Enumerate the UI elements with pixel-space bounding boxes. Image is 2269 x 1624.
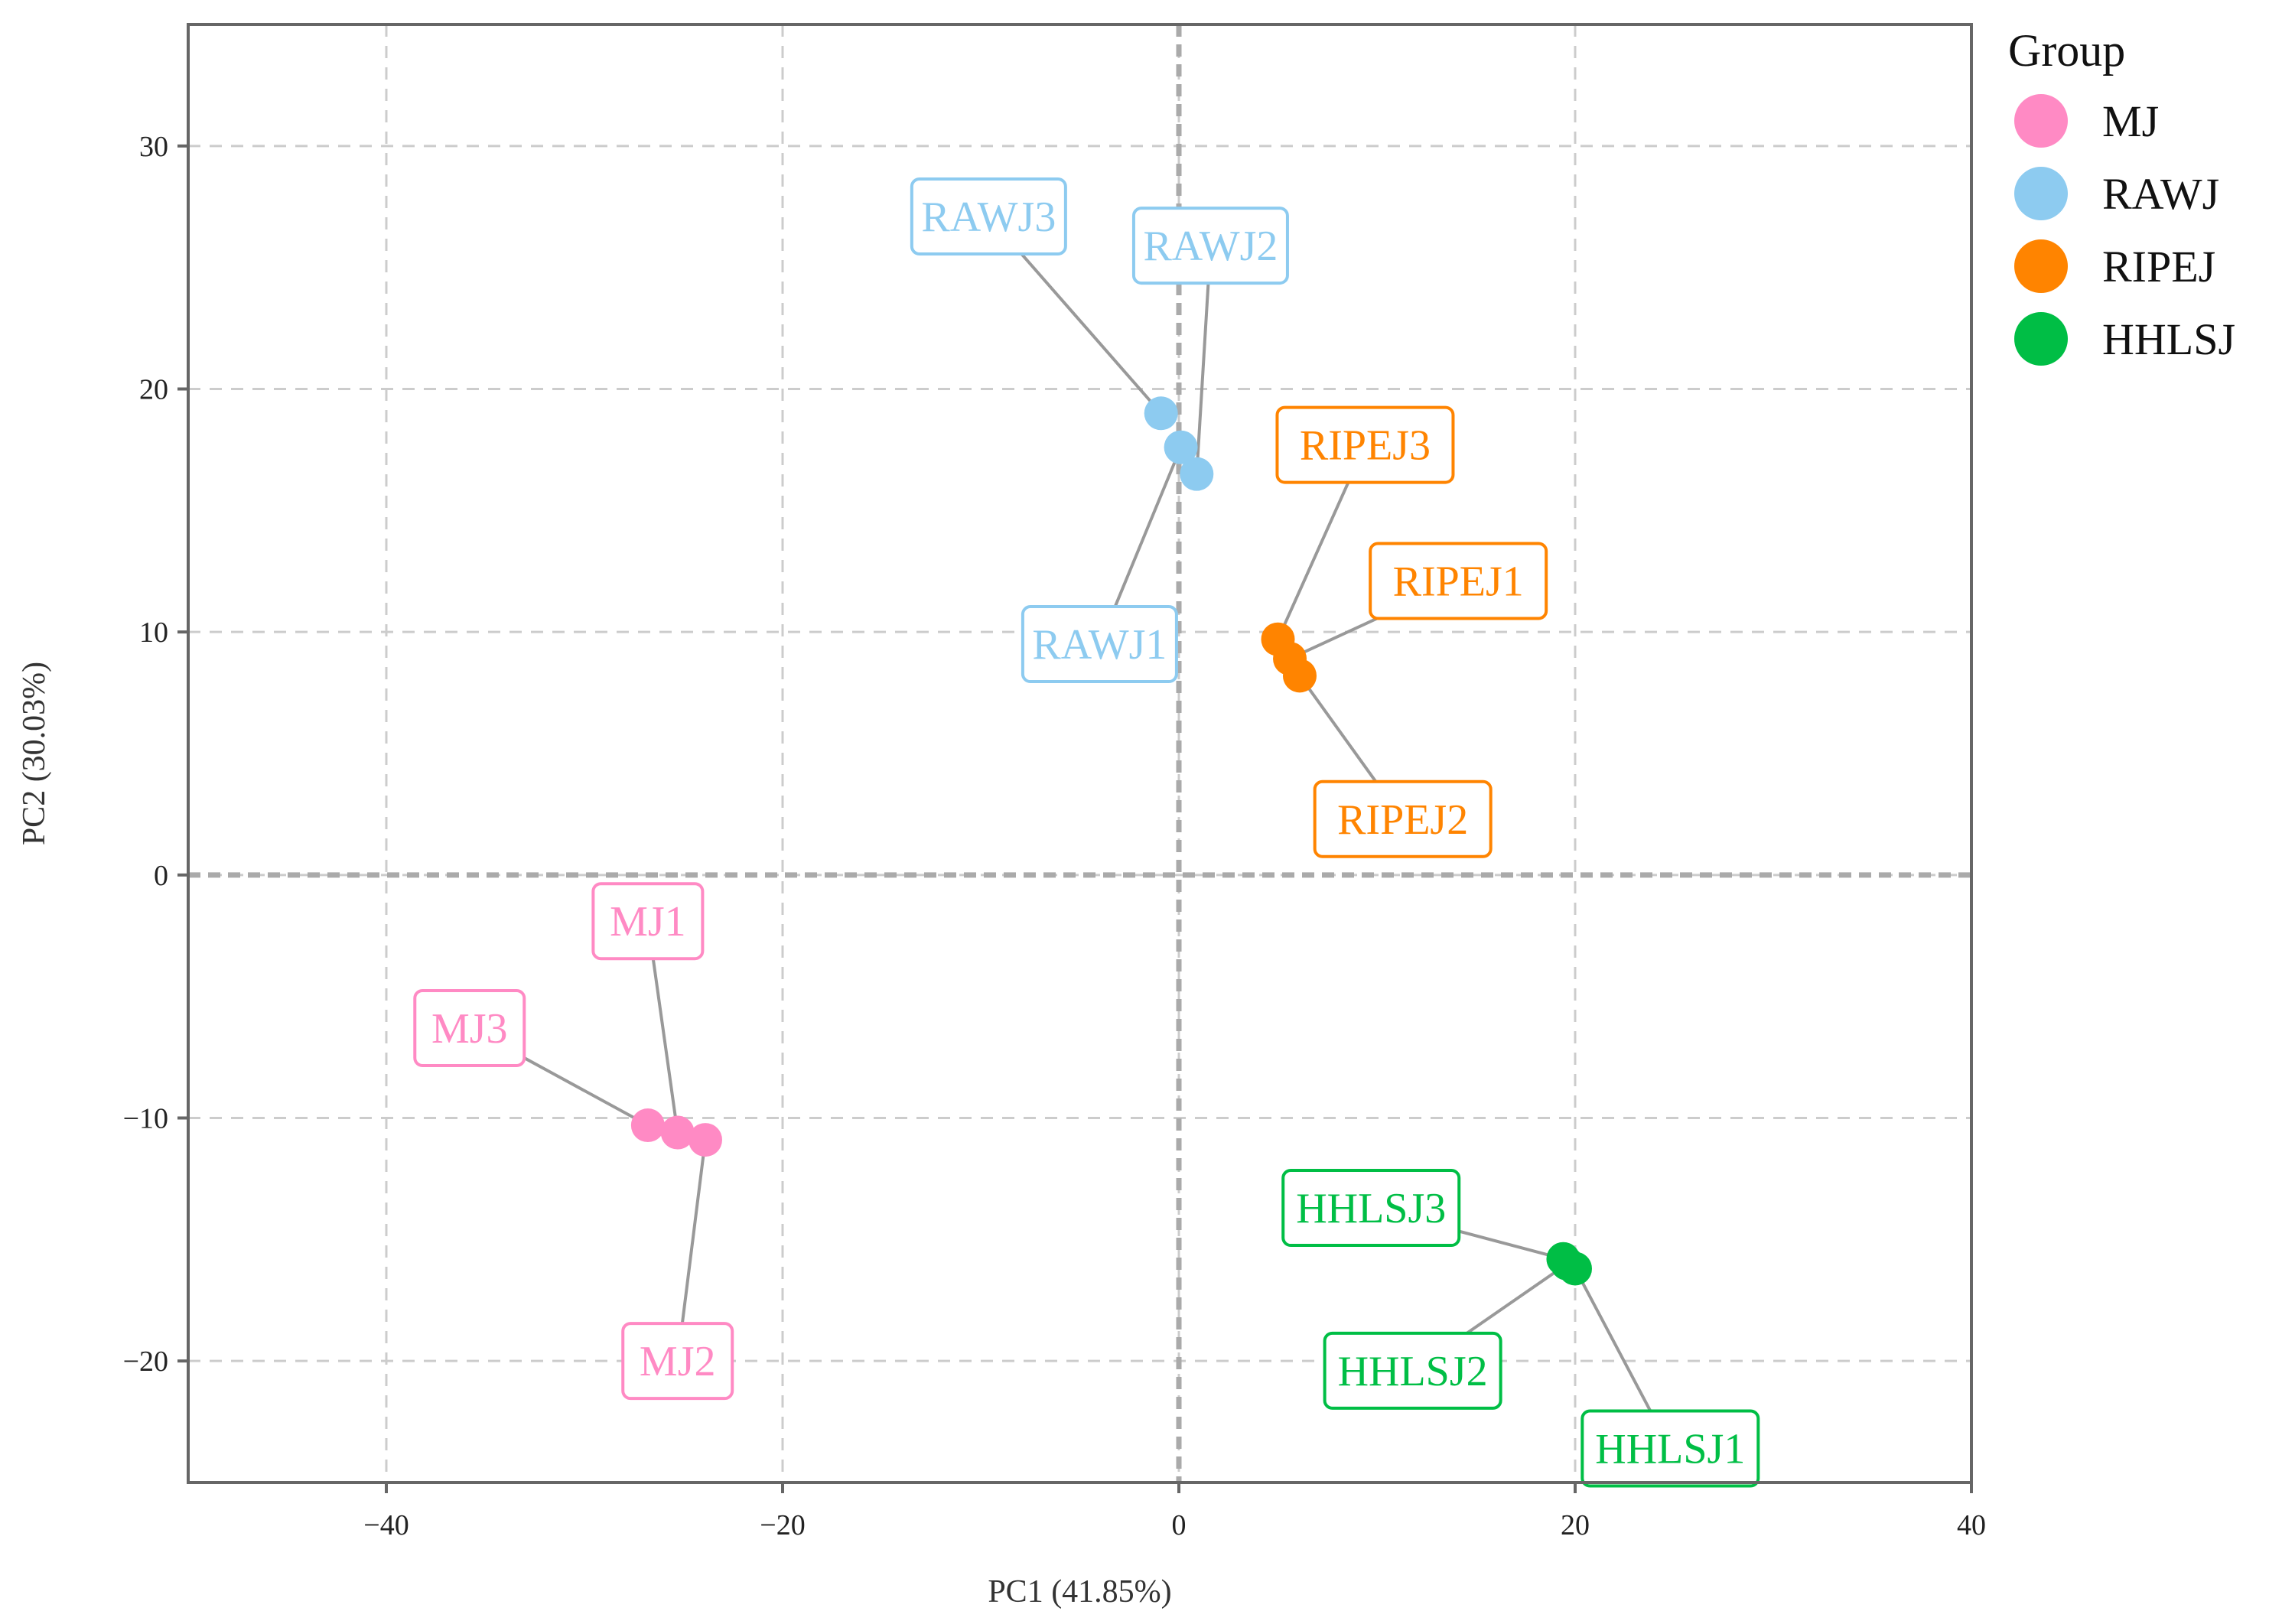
label-box <box>910 177 1067 255</box>
label-text: HHLSJ2 <box>1338 1348 1488 1395</box>
data-points <box>630 396 1592 1286</box>
axis-ticks: −40 −20 0 20 40 −20 −10 0 10 20 30 <box>123 131 1986 1541</box>
label-box <box>1021 605 1178 684</box>
legend-swatch-rawj <box>2014 167 2068 220</box>
legend-swatch-mj <box>2014 94 2068 148</box>
label-text: RAWJ1 <box>1032 621 1167 669</box>
y-tick-label: 30 <box>139 131 168 163</box>
label-text: RAWJ2 <box>1143 223 1278 270</box>
legend-label-ripej: RIPEJ <box>2102 242 2215 291</box>
point-mj1 <box>660 1115 695 1150</box>
legend-swatch-hhlsj <box>2014 312 2068 366</box>
point-labels: MJ1 MJ2 MJ3 RAWJ1 RAWJ2 RAWJ3 RIPEJ1 RIPEJ2 RIPE… <box>413 177 1760 1488</box>
x-tick-label: 40 <box>1957 1509 1986 1541</box>
label-ripej1: RIPEJ1 <box>1369 542 1548 620</box>
connector-mj3 <box>523 1056 649 1127</box>
legend: Group MJ RAWJ RIPEJ HHLSJ <box>2008 25 2235 366</box>
legend-label-hhlsj: HHLSJ <box>2102 314 2235 364</box>
label-box <box>591 882 705 961</box>
label-mj3: MJ3 <box>413 988 526 1067</box>
point-mj3 <box>630 1108 665 1143</box>
connector-ripej3 <box>1276 481 1350 640</box>
label-hhlsj3: HHLSJ3 <box>1281 1169 1461 1248</box>
label-box <box>1281 1169 1461 1248</box>
x-axis-title: PC1 (41.85%) <box>988 1574 1171 1609</box>
label-mj1: MJ1 <box>591 882 705 961</box>
legend-swatch-ripej <box>2014 239 2068 293</box>
label-box <box>1580 1409 1760 1488</box>
y-tick-label: −10 <box>123 1103 168 1135</box>
legend-title: Group <box>2008 25 2125 76</box>
label-text: RIPEJ1 <box>1393 558 1524 605</box>
label-text: RAWJ3 <box>921 194 1056 241</box>
point-rawj2 <box>1180 457 1214 491</box>
label-rawj2: RAWJ2 <box>1131 207 1289 285</box>
y-tick-label: 10 <box>139 617 168 649</box>
x-tick-label: −40 <box>363 1509 409 1541</box>
y-tick-label: 20 <box>139 374 168 406</box>
label-text: HHLSJ1 <box>1595 1426 1745 1473</box>
y-tick-label: 0 <box>154 860 168 892</box>
y-tick-label: −20 <box>123 1346 168 1378</box>
point-ripej2 <box>1282 659 1317 693</box>
label-box <box>413 988 526 1067</box>
label-mj2: MJ2 <box>621 1322 734 1401</box>
label-box <box>1313 779 1493 858</box>
x-tick-label: 0 <box>1172 1509 1187 1541</box>
connector-ripej2 <box>1298 675 1378 783</box>
legend-label-rawj: RAWJ <box>2102 169 2219 219</box>
label-box <box>1323 1331 1502 1410</box>
label-text: MJ2 <box>640 1338 716 1385</box>
connector-rawj1 <box>1113 446 1183 607</box>
label-hhlsj1: HHLSJ1 <box>1580 1409 1760 1488</box>
label-rawj3: RAWJ3 <box>910 177 1067 255</box>
connector-hhlsj2 <box>1466 1262 1568 1335</box>
label-text: MJ1 <box>610 898 686 945</box>
label-box <box>1369 542 1548 620</box>
label-text: RIPEJ2 <box>1337 796 1468 844</box>
label-hhlsj2: HHLSJ2 <box>1323 1331 1502 1410</box>
label-text: MJ3 <box>431 1005 508 1053</box>
label-ripej2: RIPEJ2 <box>1313 779 1493 858</box>
point-rawj3 <box>1144 396 1178 431</box>
legend-label-mj: MJ <box>2102 96 2159 146</box>
point-rawj1 <box>1164 430 1198 464</box>
connector-hhlsj3 <box>1458 1229 1564 1261</box>
label-text: HHLSJ3 <box>1296 1185 1446 1232</box>
point-ripej3 <box>1261 622 1295 656</box>
y-axis-title: PC2 (30.03%) <box>17 662 52 845</box>
label-ripej3: RIPEJ3 <box>1275 405 1455 484</box>
connector-mj1 <box>651 958 679 1133</box>
point-hhlsj3 <box>1546 1242 1580 1276</box>
x-tick-label: −20 <box>760 1509 805 1541</box>
label-rawj1: RAWJ1 <box>1021 605 1178 684</box>
connector-rawj2 <box>1195 282 1210 474</box>
label-text: RIPEJ3 <box>1300 422 1431 470</box>
connector-mj2 <box>680 1139 707 1324</box>
connector-rawj3 <box>1020 252 1163 415</box>
label-box <box>1275 405 1455 484</box>
label-box <box>621 1322 734 1401</box>
point-mj2 <box>688 1123 722 1157</box>
label-box <box>1131 207 1289 285</box>
grid-lines <box>188 24 1973 1482</box>
plot-frame <box>187 23 1973 1484</box>
label-connectors <box>523 252 1652 1412</box>
x-tick-label: 20 <box>1561 1509 1590 1541</box>
connector-hhlsj1 <box>1574 1268 1652 1412</box>
